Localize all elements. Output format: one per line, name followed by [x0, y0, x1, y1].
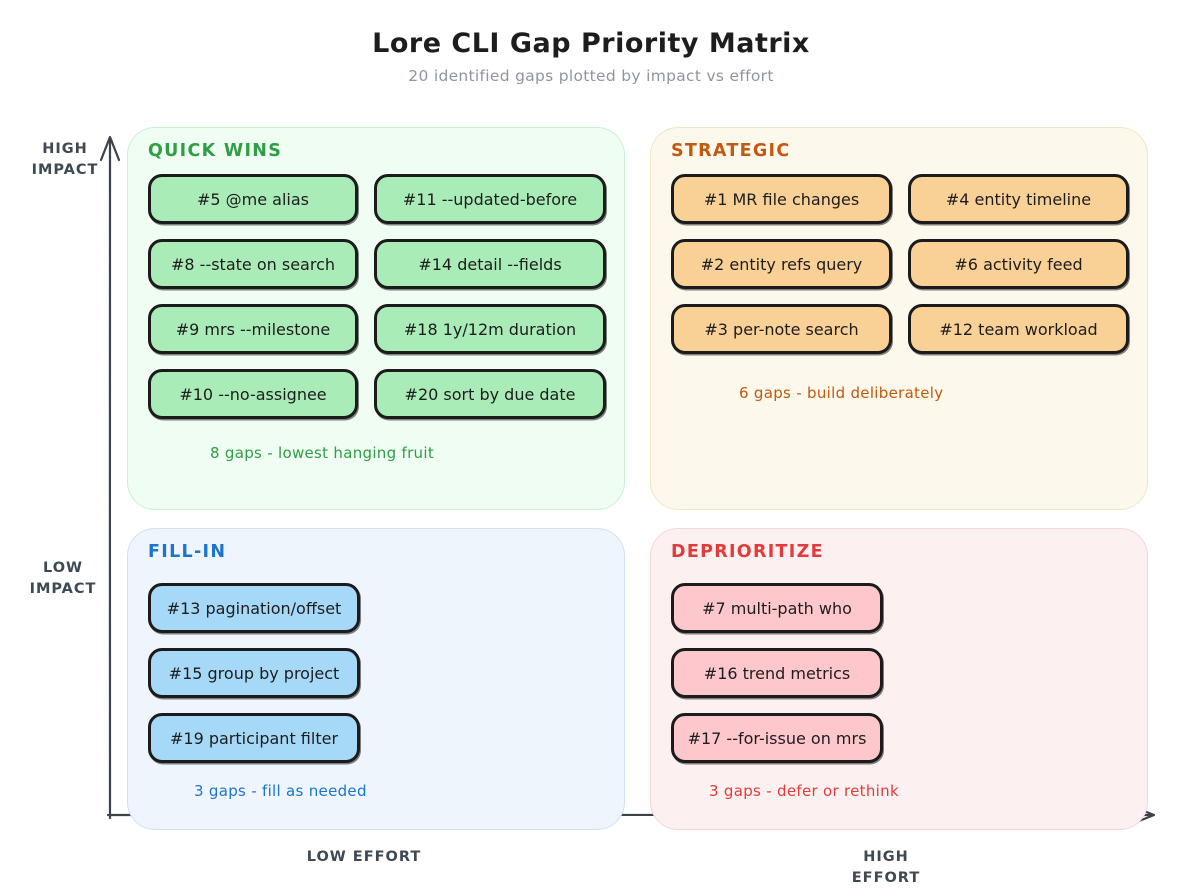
gap-chip: #19 participant filter [148, 713, 360, 763]
axis-label-low-effort: LOW EFFORT [306, 849, 422, 865]
gap-chip: #5 @me alias [148, 174, 358, 224]
gap-chip: #15 group by project [148, 648, 360, 698]
quick-wins-chip-grid: #5 @me alias #11 --updated-before #8 --s… [148, 174, 606, 419]
gap-chip: #12 team workload [908, 304, 1129, 354]
page-header: Lore CLI Gap Priority Matrix 20 identifi… [0, 28, 1182, 85]
gap-chip: #4 entity timeline [908, 174, 1129, 224]
quadrant-quick-wins-footer: 8 gaps - lowest hanging fruit [210, 444, 435, 462]
quadrant-fill-in-title: FILL-IN [148, 542, 227, 562]
quadrant-strategic-footer: 6 gaps - build deliberately [739, 384, 944, 402]
quadrant-fill-in: FILL-IN #13 pagination/offset #15 group … [127, 528, 625, 830]
axis-label-high-impact: HIGH IMPACT [31, 141, 99, 179]
strategic-chip-grid: #1 MR file changes #4 entity timeline #2… [671, 174, 1129, 354]
page-title: Lore CLI Gap Priority Matrix [372, 28, 810, 59]
quadrant-deprioritize: DEPRIORITIZE #7 multi-path who #16 trend… [650, 528, 1148, 830]
gap-chip: #10 --no-assignee [148, 369, 358, 419]
gap-chip: #3 per-note search [671, 304, 892, 354]
gap-chip: #17 --for-issue on mrs [671, 713, 883, 763]
quadrant-fill-in-footer: 3 gaps - fill as needed [194, 782, 367, 800]
quadrant-strategic: STRATEGIC #1 MR file changes #4 entity t… [650, 127, 1148, 510]
quadrant-quick-wins-title: QUICK WINS [148, 141, 283, 161]
fill-in-chip-grid: #13 pagination/offset #15 group by proje… [148, 583, 604, 763]
gap-chip: #13 pagination/offset [148, 583, 360, 633]
quadrant-quick-wins: QUICK WINS #5 @me alias #11 --updated-be… [127, 127, 625, 510]
gap-chip: #8 --state on search [148, 239, 358, 289]
gap-chip: #18 1y/12m duration [374, 304, 606, 354]
gap-chip: #20 sort by due date [374, 369, 606, 419]
gap-chip: #7 multi-path who [671, 583, 883, 633]
gap-chip: #9 mrs --milestone [148, 304, 358, 354]
deprioritize-chip-grid: #7 multi-path who #16 trend metrics #17 … [671, 583, 1127, 763]
axis-label-low-impact: LOW IMPACT [29, 560, 97, 598]
page-subtitle: 20 identified gaps plotted by impact vs … [408, 67, 774, 85]
gap-chip: #6 activity feed [908, 239, 1129, 289]
quadrant-deprioritize-footer: 3 gaps - defer or rethink [709, 782, 899, 800]
y-axis-line [108, 138, 112, 820]
gap-chip: #16 trend metrics [671, 648, 883, 698]
gap-chip: #2 entity refs query [671, 239, 892, 289]
gap-chip: #14 detail --fields [374, 239, 606, 289]
quadrant-deprioritize-title: DEPRIORITIZE [671, 542, 824, 562]
gap-chip: #11 --updated-before [374, 174, 606, 224]
axis-label-high-effort: HIGH EFFORT [851, 849, 921, 887]
gap-chip: #1 MR file changes [671, 174, 892, 224]
quadrant-strategic-title: STRATEGIC [671, 141, 791, 161]
